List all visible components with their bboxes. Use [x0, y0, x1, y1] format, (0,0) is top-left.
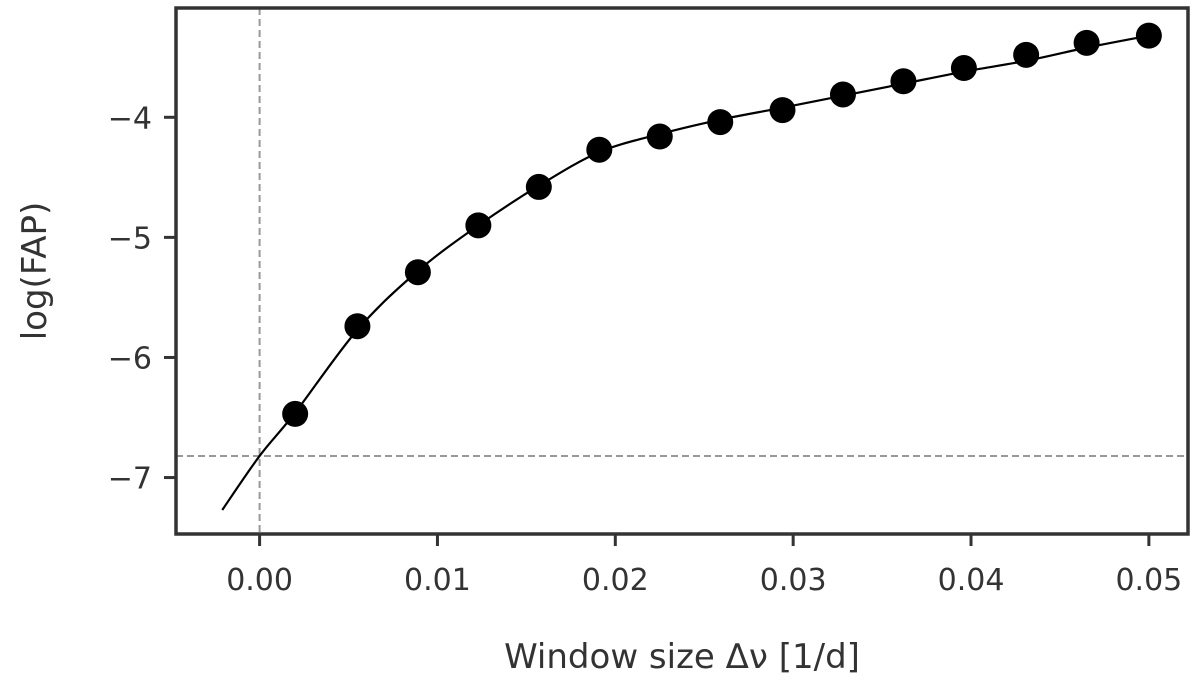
data-points-layer	[282, 22, 1162, 427]
y-tick-label: −4	[108, 101, 152, 136]
data-point	[829, 81, 856, 108]
data-point	[586, 136, 613, 163]
y-tick-label: −7	[108, 462, 152, 497]
y-axis-label: log(FAP)	[15, 202, 55, 341]
reference-lines	[176, 8, 1188, 534]
x-tick-label: 0.00	[226, 563, 293, 598]
data-point	[1073, 29, 1100, 56]
data-point	[525, 173, 552, 200]
data-point	[950, 55, 977, 82]
x-axis-label: Window size Δν [1/d]	[504, 637, 860, 677]
data-point	[707, 109, 734, 136]
x-tick-label: 0.05	[1115, 563, 1182, 598]
data-point	[769, 97, 796, 124]
data-point	[890, 68, 917, 95]
data-point	[404, 259, 431, 286]
y-tick-label: −5	[108, 221, 152, 256]
x-tick-label: 0.03	[760, 563, 827, 598]
y-axis-ticks: −4 −5 −6 −7	[108, 101, 176, 497]
x-tick-label: 0.01	[404, 563, 471, 598]
data-point	[465, 212, 492, 239]
fit-line-layer	[221, 34, 1150, 511]
x-tick-label: 0.04	[938, 563, 1005, 598]
data-point	[646, 123, 673, 150]
y-tick-label: −6	[108, 341, 152, 376]
plot-frame	[174, 6, 1190, 536]
data-point	[1135, 22, 1162, 49]
data-point	[282, 400, 309, 427]
x-tick-label: 0.02	[582, 563, 649, 598]
fit-curve	[221, 34, 1150, 511]
data-point	[344, 313, 371, 340]
x-axis-ticks: 0.00 0.01 0.02 0.03 0.04 0.05	[226, 534, 1182, 598]
data-point	[1013, 41, 1040, 68]
